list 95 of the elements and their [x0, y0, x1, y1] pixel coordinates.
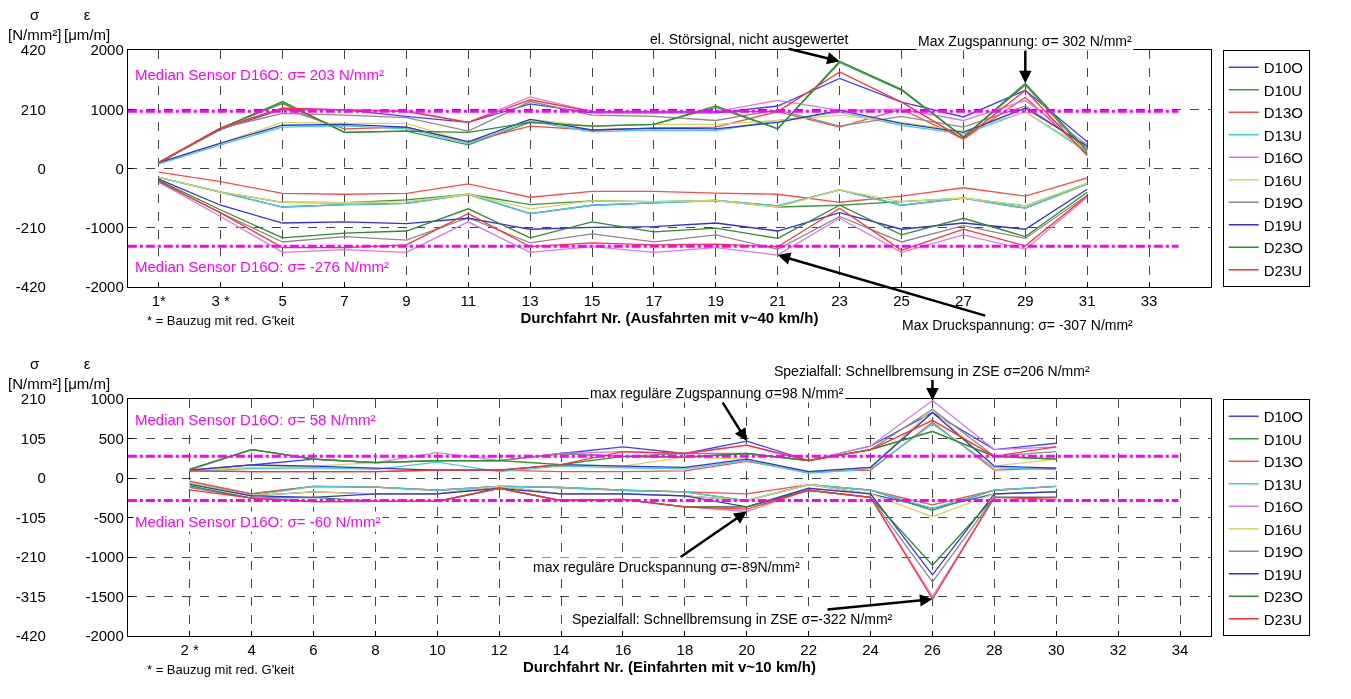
- y2-tick-label: -210: [15, 219, 46, 236]
- y2-axis-title: σ [N/mm²]: [8, 6, 62, 43]
- x-tick-label: 31: [1078, 292, 1096, 309]
- y-tick-label: -1500: [85, 587, 124, 605]
- y-tick-label: 1000: [90, 100, 124, 118]
- x-tick-label: 32: [1109, 641, 1127, 658]
- x-tick-label: 3 *: [211, 292, 230, 309]
- y-tick-label: -1000: [85, 219, 124, 236]
- x-tick-label: 24: [862, 641, 879, 658]
- legend-label: D13U: [1263, 126, 1303, 144]
- x-tick-label: 34: [1171, 641, 1189, 658]
- legend-label: D16U: [1263, 171, 1303, 189]
- y2-tick-label: 210: [20, 100, 46, 118]
- y2-tick-label: 210: [20, 390, 46, 408]
- legend-label: D23U: [1263, 610, 1303, 628]
- y2-tick-label: -210: [15, 548, 46, 566]
- legend-label: D13O: [1263, 453, 1303, 471]
- x-tick-label: 14: [552, 641, 570, 658]
- x-tick-label: 4: [247, 641, 256, 658]
- x-tick-label: 12: [490, 641, 508, 658]
- y2-tick-label: 0: [37, 159, 46, 177]
- x-tick-label: 8: [371, 641, 380, 658]
- annotation: Max Zugspannung: σ= 302 N/mm²: [918, 33, 1133, 49]
- legend-label: D16U: [1263, 520, 1303, 538]
- y-tick-label: -2000: [85, 627, 124, 645]
- annotation: Max Druckspannung: σ= -307 N/mm²: [902, 317, 1134, 333]
- legend-label: D19O: [1263, 194, 1303, 212]
- y2-tick-label: 420: [20, 41, 46, 59]
- legend-label: D10U: [1263, 81, 1303, 99]
- legend-label: D13O: [1263, 104, 1303, 122]
- x-tick-label: 18: [676, 641, 694, 658]
- y2-tick-label: -105: [15, 508, 46, 526]
- x-tick-label: 11: [460, 292, 477, 309]
- legend-label: D10O: [1263, 408, 1303, 426]
- y2-tick-label: 105: [20, 429, 46, 447]
- x-tick-label: 23: [831, 292, 848, 309]
- y-tick-label: 0: [115, 469, 124, 487]
- x-tick-label: 16: [614, 641, 632, 658]
- legend-label: D19O: [1263, 543, 1303, 561]
- x-tick-label: 5: [278, 292, 287, 309]
- x-tick-label: 25: [893, 292, 910, 309]
- y-axis-title: ε [μm/m]: [64, 355, 111, 392]
- x-tick-label: 9: [402, 292, 411, 309]
- y-axis-title: ε [μm/m]: [64, 6, 111, 43]
- ref-line-label: Median Sensor D16O: σ= -60 N/mm²: [135, 513, 381, 530]
- x-tick-label: 6: [309, 641, 318, 658]
- x-tick-label: 17: [645, 292, 663, 309]
- x-tick-label: 22: [800, 641, 818, 658]
- y2-tick-label: -420: [15, 627, 46, 645]
- legend-label: D19U: [1263, 565, 1303, 583]
- legend-label: D16O: [1263, 149, 1303, 167]
- annotation: Spezialfall: Schnellbremsung in ZSE σ=206 N/mm²: [774, 363, 1090, 379]
- y-tick-label: 500: [98, 429, 124, 447]
- legend-label: D16O: [1263, 498, 1303, 516]
- legend-label: D23U: [1263, 261, 1303, 279]
- y2-tick-label: -420: [15, 278, 46, 296]
- legend-label: D23O: [1263, 588, 1303, 606]
- text: * = Bauzug mit red. G'keit: [147, 662, 295, 677]
- x-tick-label: 2 *: [180, 641, 200, 658]
- y2-tick-label: 0: [37, 469, 46, 487]
- annotation: Spezialfall: Schnellbremsung in ZSE σ=-322 N/mm²: [572, 611, 893, 627]
- ref-line-label: Median Sensor D16O: σ= 58 N/mm²: [135, 411, 376, 428]
- x-tick-label: 13: [521, 292, 539, 309]
- x-tick-label: 28: [986, 641, 1003, 658]
- legend-label: D19U: [1263, 216, 1303, 234]
- x-tick-label: 27: [955, 292, 972, 309]
- y2-axis-title: σ [N/mm²]: [8, 355, 62, 392]
- x-axis-title: Durchfahrt Nr. (Einfahrten mit v~10 km/h): [522, 658, 816, 675]
- y-tick-label: -1000: [85, 548, 124, 566]
- x-tick-label: 30: [1047, 641, 1065, 658]
- x-axis-title: Durchfahrt Nr. (Ausfahrten mit v~40 km/h): [520, 309, 819, 326]
- x-tick-label: 29: [1016, 292, 1034, 309]
- annotation: el. Störsignal, nicht ausgewertet: [650, 31, 849, 47]
- x-tick-label: 1*: [151, 292, 167, 309]
- x-tick-label: 20: [738, 641, 756, 658]
- legend-label: D10U: [1263, 430, 1303, 448]
- y-tick-label: 0: [115, 159, 124, 177]
- legend-label: D10O: [1263, 59, 1303, 77]
- legend-label: D13U: [1263, 475, 1303, 493]
- x-tick-label: 15: [583, 292, 601, 309]
- legend-label: D23O: [1263, 239, 1303, 257]
- ref-line-label: Median Sensor D16O: σ= -276 N/mm²: [135, 258, 389, 275]
- annotation: max reguläre Druckspannung σ=-89N/mm²: [533, 559, 800, 575]
- annotation: max reguläre Zugspannung σ=98 N/mm²: [590, 385, 844, 401]
- ref-line-label: Median Sensor D16O: σ= 203 N/mm²: [135, 66, 384, 83]
- y-tick-label: -500: [93, 508, 124, 526]
- x-tick-label: 21: [769, 292, 787, 309]
- x-tick-label: 10: [428, 641, 446, 658]
- x-tick-label: 33: [1140, 292, 1158, 309]
- x-tick-label: 19: [707, 292, 725, 309]
- x-tick-label: 7: [340, 292, 349, 309]
- y-tick-label: -2000: [85, 278, 124, 296]
- x-tick-label: 26: [924, 641, 941, 658]
- y2-tick-label: -315: [15, 587, 46, 605]
- text: * = Bauzug mit red. G'keit: [147, 313, 295, 328]
